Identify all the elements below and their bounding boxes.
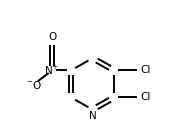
Text: N$^{+}$: N$^{+}$ [44, 64, 60, 77]
Text: N: N [89, 111, 96, 121]
Text: O: O [48, 32, 56, 42]
Text: $^{-}$O: $^{-}$O [26, 79, 42, 91]
Text: Cl: Cl [140, 65, 150, 75]
Text: Cl: Cl [140, 92, 150, 102]
